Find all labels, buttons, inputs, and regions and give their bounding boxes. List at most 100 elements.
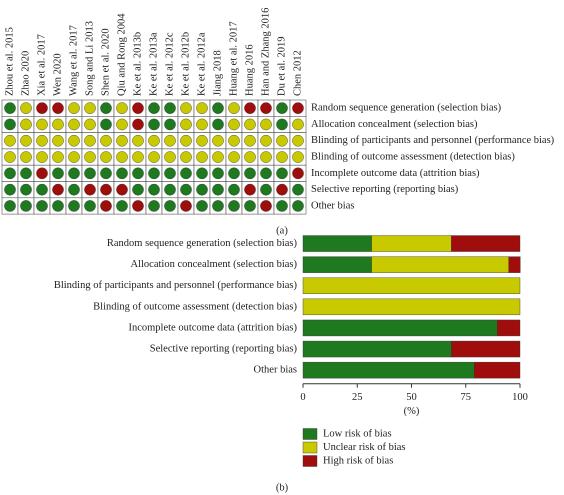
domain-label: Selective reporting (reporting bias)	[311, 184, 459, 195]
judgment	[164, 167, 176, 180]
judgment	[100, 134, 112, 147]
category-label: Incomplete outcome data (attrition bias)	[128, 322, 297, 333]
study-label: Ke et al. 2012a	[196, 32, 207, 96]
judgment	[84, 134, 96, 147]
legend-swatch	[302, 428, 318, 440]
judgment	[148, 151, 160, 163]
judgment	[180, 183, 192, 196]
judgment	[164, 118, 176, 131]
judgment	[276, 102, 288, 114]
judgment	[68, 118, 80, 131]
category-label: Blinding of outcome assessment (detectio…	[93, 301, 297, 312]
judgment	[84, 167, 96, 180]
judgment	[260, 183, 272, 196]
judgment	[4, 167, 16, 180]
judgment	[132, 134, 144, 147]
bar-segment	[302, 256, 372, 273]
study-label: Huang et al. 2017	[228, 21, 239, 96]
judgment	[244, 134, 256, 147]
domain-label: Incomplete outcome data (attrition bias)	[311, 168, 480, 179]
bar-segment	[508, 256, 521, 273]
judgment	[116, 151, 128, 163]
judgment	[164, 134, 176, 147]
judgment	[164, 183, 176, 196]
bar-segment	[302, 298, 521, 316]
judgment	[84, 183, 96, 196]
judgment	[100, 200, 112, 212]
judgment	[260, 167, 272, 180]
judgment	[164, 151, 176, 163]
caption: (b)	[276, 482, 289, 493]
judgment	[20, 102, 32, 114]
judgment	[100, 183, 112, 196]
judgment	[180, 151, 192, 163]
judgment	[260, 200, 272, 212]
judgment	[100, 151, 112, 163]
judgment	[36, 151, 48, 163]
judgment	[196, 118, 208, 131]
judgment	[116, 102, 128, 114]
judgment	[68, 183, 80, 196]
legend-swatch	[302, 455, 318, 467]
judgment	[260, 134, 272, 147]
judgment	[228, 183, 240, 196]
judgment	[52, 118, 64, 131]
judgment	[276, 151, 288, 163]
x-axis-label: (%)	[404, 406, 420, 417]
judgment	[116, 183, 128, 196]
judgment	[4, 118, 16, 131]
judgment	[148, 183, 160, 196]
legend-label: Low risk of bias	[323, 428, 392, 439]
judgment	[20, 200, 32, 212]
judgment	[212, 134, 224, 147]
judgment	[4, 102, 16, 114]
judgment	[84, 102, 96, 114]
judgment	[20, 134, 32, 147]
judgment	[20, 118, 32, 131]
judgment	[244, 183, 256, 196]
category-label: Other bias	[254, 365, 297, 376]
judgment	[116, 200, 128, 212]
judgment	[4, 183, 16, 196]
judgment	[84, 118, 96, 131]
domain-label: Blinding of outcome assessment (detectio…	[311, 151, 515, 162]
bar-segment	[302, 235, 372, 252]
judgment	[276, 167, 288, 180]
study-label: Zhao 2020	[20, 51, 31, 96]
domain-label: Blinding of participants and personnel (…	[311, 135, 555, 146]
judgment	[212, 167, 224, 180]
judgment	[52, 151, 64, 163]
judgment	[276, 200, 288, 212]
judgment	[228, 200, 240, 212]
bar-segment	[497, 319, 521, 337]
judgment	[68, 134, 80, 147]
bar-segment	[302, 340, 452, 358]
judgment	[244, 102, 256, 114]
study-label: Xia et al. 2017	[36, 34, 47, 96]
bar-segment	[451, 340, 521, 358]
judgment	[4, 134, 16, 147]
x-tick-label: 100	[512, 392, 528, 403]
study-label: Han and Zhang 2016	[260, 8, 271, 96]
judgment	[36, 183, 48, 196]
judgment	[36, 167, 48, 180]
judgment	[212, 118, 224, 131]
judgment	[4, 151, 16, 163]
bar-segment	[371, 235, 452, 252]
judgment	[180, 102, 192, 114]
category-label: Allocation concealment (selection bias)	[131, 259, 298, 270]
judgment	[212, 102, 224, 114]
judgment	[292, 118, 304, 131]
judgment	[132, 151, 144, 163]
study-label: Huang 2016	[244, 44, 255, 96]
study-label: Shen et al. 2020	[100, 28, 111, 96]
judgment	[52, 134, 64, 147]
judgment	[68, 151, 80, 163]
judgment	[292, 134, 304, 147]
judgment	[132, 183, 144, 196]
judgment	[20, 183, 32, 196]
study-label: Chen 2012	[292, 50, 303, 96]
judgment	[68, 102, 80, 114]
judgment	[36, 134, 48, 147]
judgment	[196, 151, 208, 163]
